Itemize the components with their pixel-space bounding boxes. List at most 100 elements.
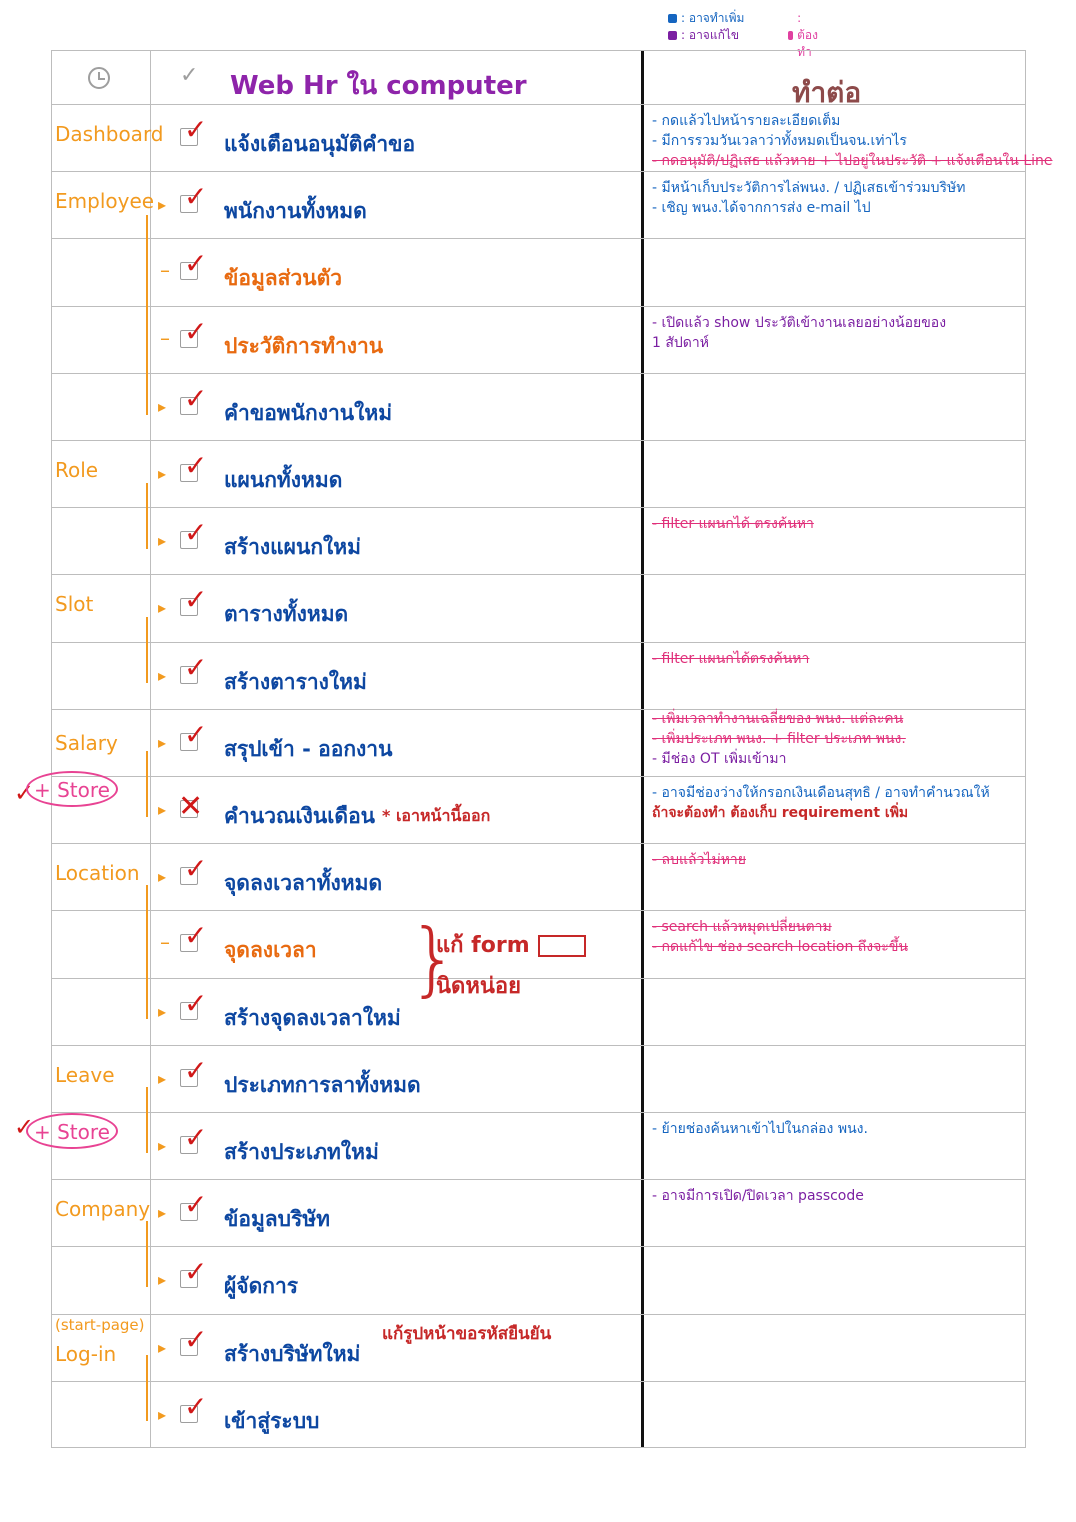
- category-label: Log-in: [55, 1341, 117, 1366]
- bracket-arrow: ▸: [158, 732, 167, 752]
- table-row: ✓ ผู้จัดการ: [52, 1246, 1025, 1313]
- task-label: สร้างประเภทใหม่: [224, 1140, 379, 1164]
- task-label: ประวัติการทำงาน: [224, 333, 384, 358]
- store-annotation: + Store: [26, 1113, 118, 1149]
- todo-note: - กดแก้ไข ช่อง search location ถึงจะขึ้น: [652, 939, 908, 956]
- task-label: ประเภทการลาทั้งหมด: [224, 1072, 421, 1097]
- bracket-arrow: ▸: [158, 396, 167, 416]
- checkmark-icon: ✓: [184, 381, 208, 415]
- task-label: คำขอพนักงานใหม่: [224, 400, 393, 425]
- checkbox[interactable]: [180, 732, 198, 751]
- checkbox[interactable]: [180, 1404, 198, 1423]
- checkmark-icon: ✓: [184, 1121, 208, 1154]
- checkbox[interactable]: [180, 1270, 198, 1289]
- row-divider: [52, 910, 1025, 912]
- checkbox[interactable]: [180, 128, 198, 146]
- todo-note: - กดแล้วไปหน้ารายละเอียดเต็ม: [652, 113, 841, 129]
- checkbox[interactable]: [180, 1337, 198, 1356]
- checkmark-icon: ✓: [184, 852, 208, 886]
- checkbox[interactable]: [180, 329, 198, 348]
- checkmark-icon: ✓: [184, 986, 208, 1020]
- task-label: จุดลงเวลา: [224, 938, 317, 963]
- bracket-arrow: ▸: [158, 1001, 167, 1021]
- location-group-bracket: [146, 885, 162, 1019]
- cross-mark-icon: ✕: [178, 789, 204, 824]
- clock-icon: [88, 67, 110, 89]
- bracket-arrow: ▸: [158, 1337, 167, 1357]
- row-divider: [52, 305, 1025, 307]
- row-divider: [52, 708, 1025, 710]
- checkbox[interactable]: [180, 665, 198, 684]
- table-row: – ✓ จุดลงเวลา - search แล้วหมุดเปลี่ยนตาม - …: [52, 910, 1025, 977]
- checkbox[interactable]: [180, 598, 198, 617]
- category-label: Location: [55, 861, 140, 886]
- checkmark-icon: ✓: [184, 919, 208, 953]
- table-row: ✕ คำนวณเงินเดือน * เอาหน้านี้ออก - อาจมีช่อ…: [52, 776, 1025, 843]
- checkbox[interactable]: [180, 396, 198, 415]
- table-row: Dashboard ✓ แจ้งเตือนอนุมัติคำขอ - กดแล้วไป…: [52, 104, 1053, 171]
- table-row: ✓ สร้างแผนกใหม่ - filter แผนกได้ ตรงค้นหา: [52, 507, 1025, 574]
- legend-item: : อาจแก้ไข: [668, 27, 744, 44]
- todo-note: - search แล้วหมุดเปลี่ยนตาม: [652, 919, 832, 936]
- checkbox[interactable]: [180, 1136, 198, 1154]
- category-label: Slot: [55, 592, 94, 617]
- legend-item: : ต้องทำ: [788, 10, 822, 61]
- checkmark-icon: ✓: [184, 583, 208, 617]
- table-row: ✓ สร้างจุดลงเวลาใหม่: [52, 977, 1025, 1045]
- row-divider: [52, 372, 1025, 374]
- row-divider: [52, 1112, 1025, 1113]
- checkbox[interactable]: [180, 262, 198, 281]
- row-divider: [52, 1246, 1025, 1248]
- todo-column-title: ทำต่อ: [792, 76, 862, 109]
- legend-item: : อาจทำเพิ่ม: [668, 10, 744, 27]
- legend-label: : อาจแก้ไข: [681, 28, 740, 42]
- todo-note: - filter แผนกได้ ตรงค้นหา: [652, 516, 814, 533]
- location-group-note: แก้ form นิดหน่อย: [436, 927, 530, 1003]
- legend-swatch: [788, 31, 794, 40]
- row-divider: [52, 977, 1025, 979]
- checkbox[interactable]: [180, 1203, 198, 1222]
- category-note: (start-page): [55, 1315, 145, 1334]
- search-icon: [538, 935, 586, 957]
- row-divider: [52, 1313, 1025, 1315]
- location-brace: }: [408, 912, 459, 1005]
- todo-note: - มีช่อง OT เพิ่มเข้ามา: [652, 750, 787, 767]
- task-label: แจ้งเตือนอนุมัติคำขอ: [224, 132, 416, 156]
- bracket-arrow: ▸: [158, 867, 167, 887]
- page-title: Web Hr ใน computer: [230, 71, 527, 101]
- row-divider: [52, 843, 1025, 845]
- todo-note: - มีการรวมวันเวลาว่าทั้งหมดเป็นจน.เท่าไร: [652, 133, 907, 149]
- task-label: สร้างแผนกใหม่: [224, 535, 361, 560]
- category-label: Leave: [55, 1062, 115, 1087]
- todo-note: - เพิ่มประเภท พนง. + filter ประเภท พนง.: [652, 730, 906, 747]
- legend-swatch: [668, 31, 677, 40]
- row-divider: [52, 1179, 1025, 1181]
- checkmark-icon: ✓: [184, 650, 208, 684]
- task-label: สรุปเข้า - ออกงาน: [224, 736, 393, 761]
- side-note: แก้รูปหน้าขอรหัสยืนยัน: [382, 1323, 552, 1344]
- checkmark-icon: ✓: [184, 516, 208, 550]
- row-divider: [52, 440, 1025, 441]
- checkbox[interactable]: [180, 531, 198, 550]
- check-icon: ✓: [180, 63, 199, 88]
- checkbox[interactable]: [180, 867, 198, 886]
- todo-note: 1 สัปดาห์: [652, 334, 709, 351]
- checkbox[interactable]: [180, 800, 198, 818]
- category-label: Dashboard: [55, 122, 164, 146]
- sub-item-dash: –: [160, 930, 170, 955]
- checkbox[interactable]: [180, 1001, 198, 1020]
- leave-group-bracket: [146, 1087, 162, 1153]
- row-divider: [52, 1044, 1025, 1046]
- checkbox[interactable]: [180, 1068, 198, 1087]
- todo-note: - ลบแล้วไม่หาย: [652, 852, 746, 869]
- checkbox[interactable]: [180, 464, 198, 482]
- table-row: Employee ✓ พนักงานทั้งหมด - มีหน้าเก็บประวั…: [52, 171, 1025, 238]
- location-note-line: แก้ form: [436, 933, 530, 958]
- task-label: พนักงานทั้งหมด: [224, 199, 367, 224]
- bracket-arrow: ▸: [158, 1270, 167, 1290]
- checkbox[interactable]: [180, 195, 198, 214]
- row-divider: [52, 574, 1025, 576]
- checkbox[interactable]: [180, 934, 198, 953]
- employee-group-bracket: [146, 215, 162, 415]
- checkmark-icon: ✓: [184, 247, 208, 281]
